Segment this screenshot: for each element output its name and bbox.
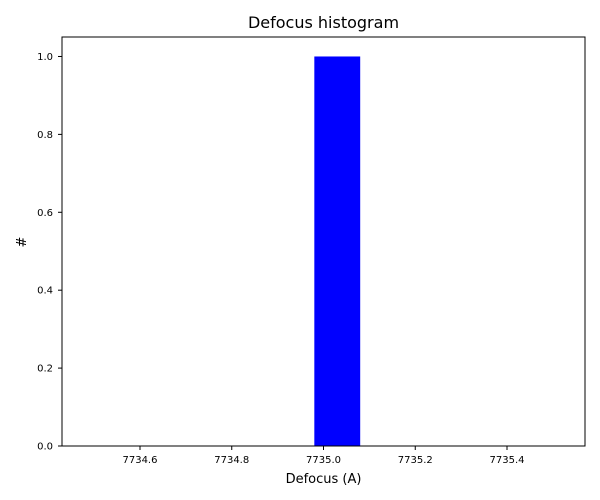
x-tick-label: 7735.2	[398, 455, 433, 466]
y-tick-label: 1.0	[37, 52, 53, 63]
y-tick-label: 0.0	[37, 442, 53, 453]
y-tick-label: 0.6	[37, 208, 53, 219]
x-axis-ticks: 7734.6 7734.8 7735.0 7735.2 7735.4	[122, 446, 525, 466]
plot-area	[61, 36, 586, 447]
histogram-bars	[314, 56, 361, 446]
x-tick-label: 7734.8	[214, 455, 249, 466]
y-tick-label: 0.2	[37, 364, 53, 375]
x-tick-label: 7735.4	[490, 455, 525, 466]
y-tick-label: 0.8	[37, 130, 53, 141]
x-tick-label: 7735.0	[306, 455, 341, 466]
x-axis-label: Defocus (A)	[286, 472, 362, 487]
y-tick-label: 0.4	[37, 286, 53, 297]
y-axis-ticks: 0.0 0.2 0.4 0.6 0.8 1.0	[37, 52, 62, 453]
histogram-bar	[314, 56, 361, 446]
chart-title: Defocus histogram	[248, 13, 399, 32]
x-tick-label: 7734.6	[122, 455, 157, 466]
y-axis-label: #	[15, 237, 30, 248]
